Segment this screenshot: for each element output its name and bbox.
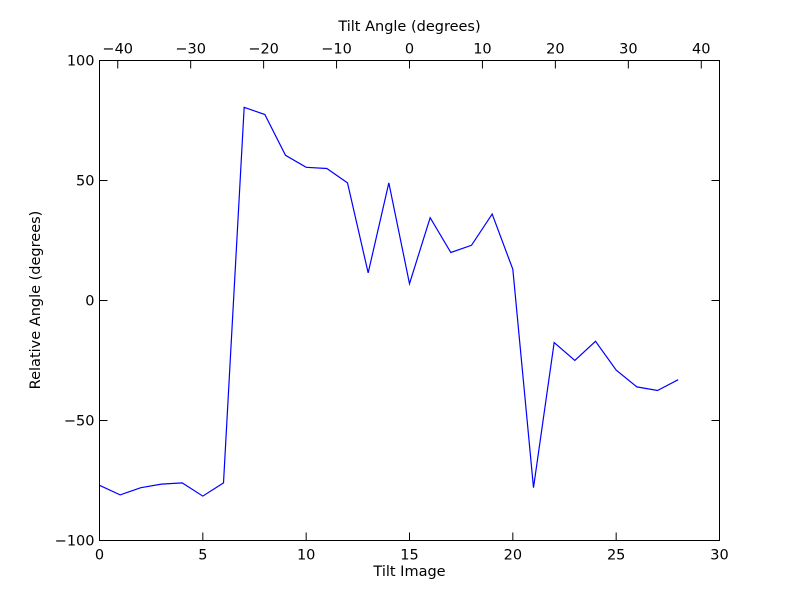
top-x-tick-label: −40 <box>102 42 133 58</box>
top-x-tick-label: −10 <box>321 42 352 58</box>
plot-frame <box>99 60 720 541</box>
series-line-0 <box>99 106 679 497</box>
x-tick-label: 0 <box>95 548 104 564</box>
ticks-layer: 0 5 10 15 20 25 30−40 −30 −20 −10 0 10 20 30 40−100−50… <box>55 42 729 564</box>
top-x-tick-label: 20 <box>546 42 564 58</box>
x-axis-label: Tilt Image <box>372 564 445 580</box>
y-tick-label: 50 <box>76 174 94 190</box>
y-tick-label: −100 <box>55 534 95 550</box>
top-x-tick-label: 0 <box>405 42 414 58</box>
y-tick-label: −50 <box>64 414 95 430</box>
top-x-axis-label: Tilt Angle (degrees) <box>337 19 480 35</box>
top-x-tick-label: 10 <box>473 42 491 58</box>
top-x-tick-label: −20 <box>248 42 279 58</box>
x-tick-label: 15 <box>400 548 418 564</box>
x-tick-label: 25 <box>607 548 625 564</box>
x-tick-label: 30 <box>710 548 728 564</box>
y-tick-label: 0 <box>85 294 94 310</box>
marks-layer <box>99 106 679 497</box>
y-tick-label: 100 <box>67 54 95 70</box>
y-axis-label: Relative Angle (degrees) <box>28 211 44 390</box>
x-tick-label: 5 <box>198 548 207 564</box>
top-x-tick-label: 40 <box>692 42 710 58</box>
top-x-tick-label: 30 <box>619 42 637 58</box>
top-x-tick-label: −30 <box>175 42 206 58</box>
x-tick-label: 20 <box>504 548 522 564</box>
x-tick-label: 10 <box>297 548 315 564</box>
